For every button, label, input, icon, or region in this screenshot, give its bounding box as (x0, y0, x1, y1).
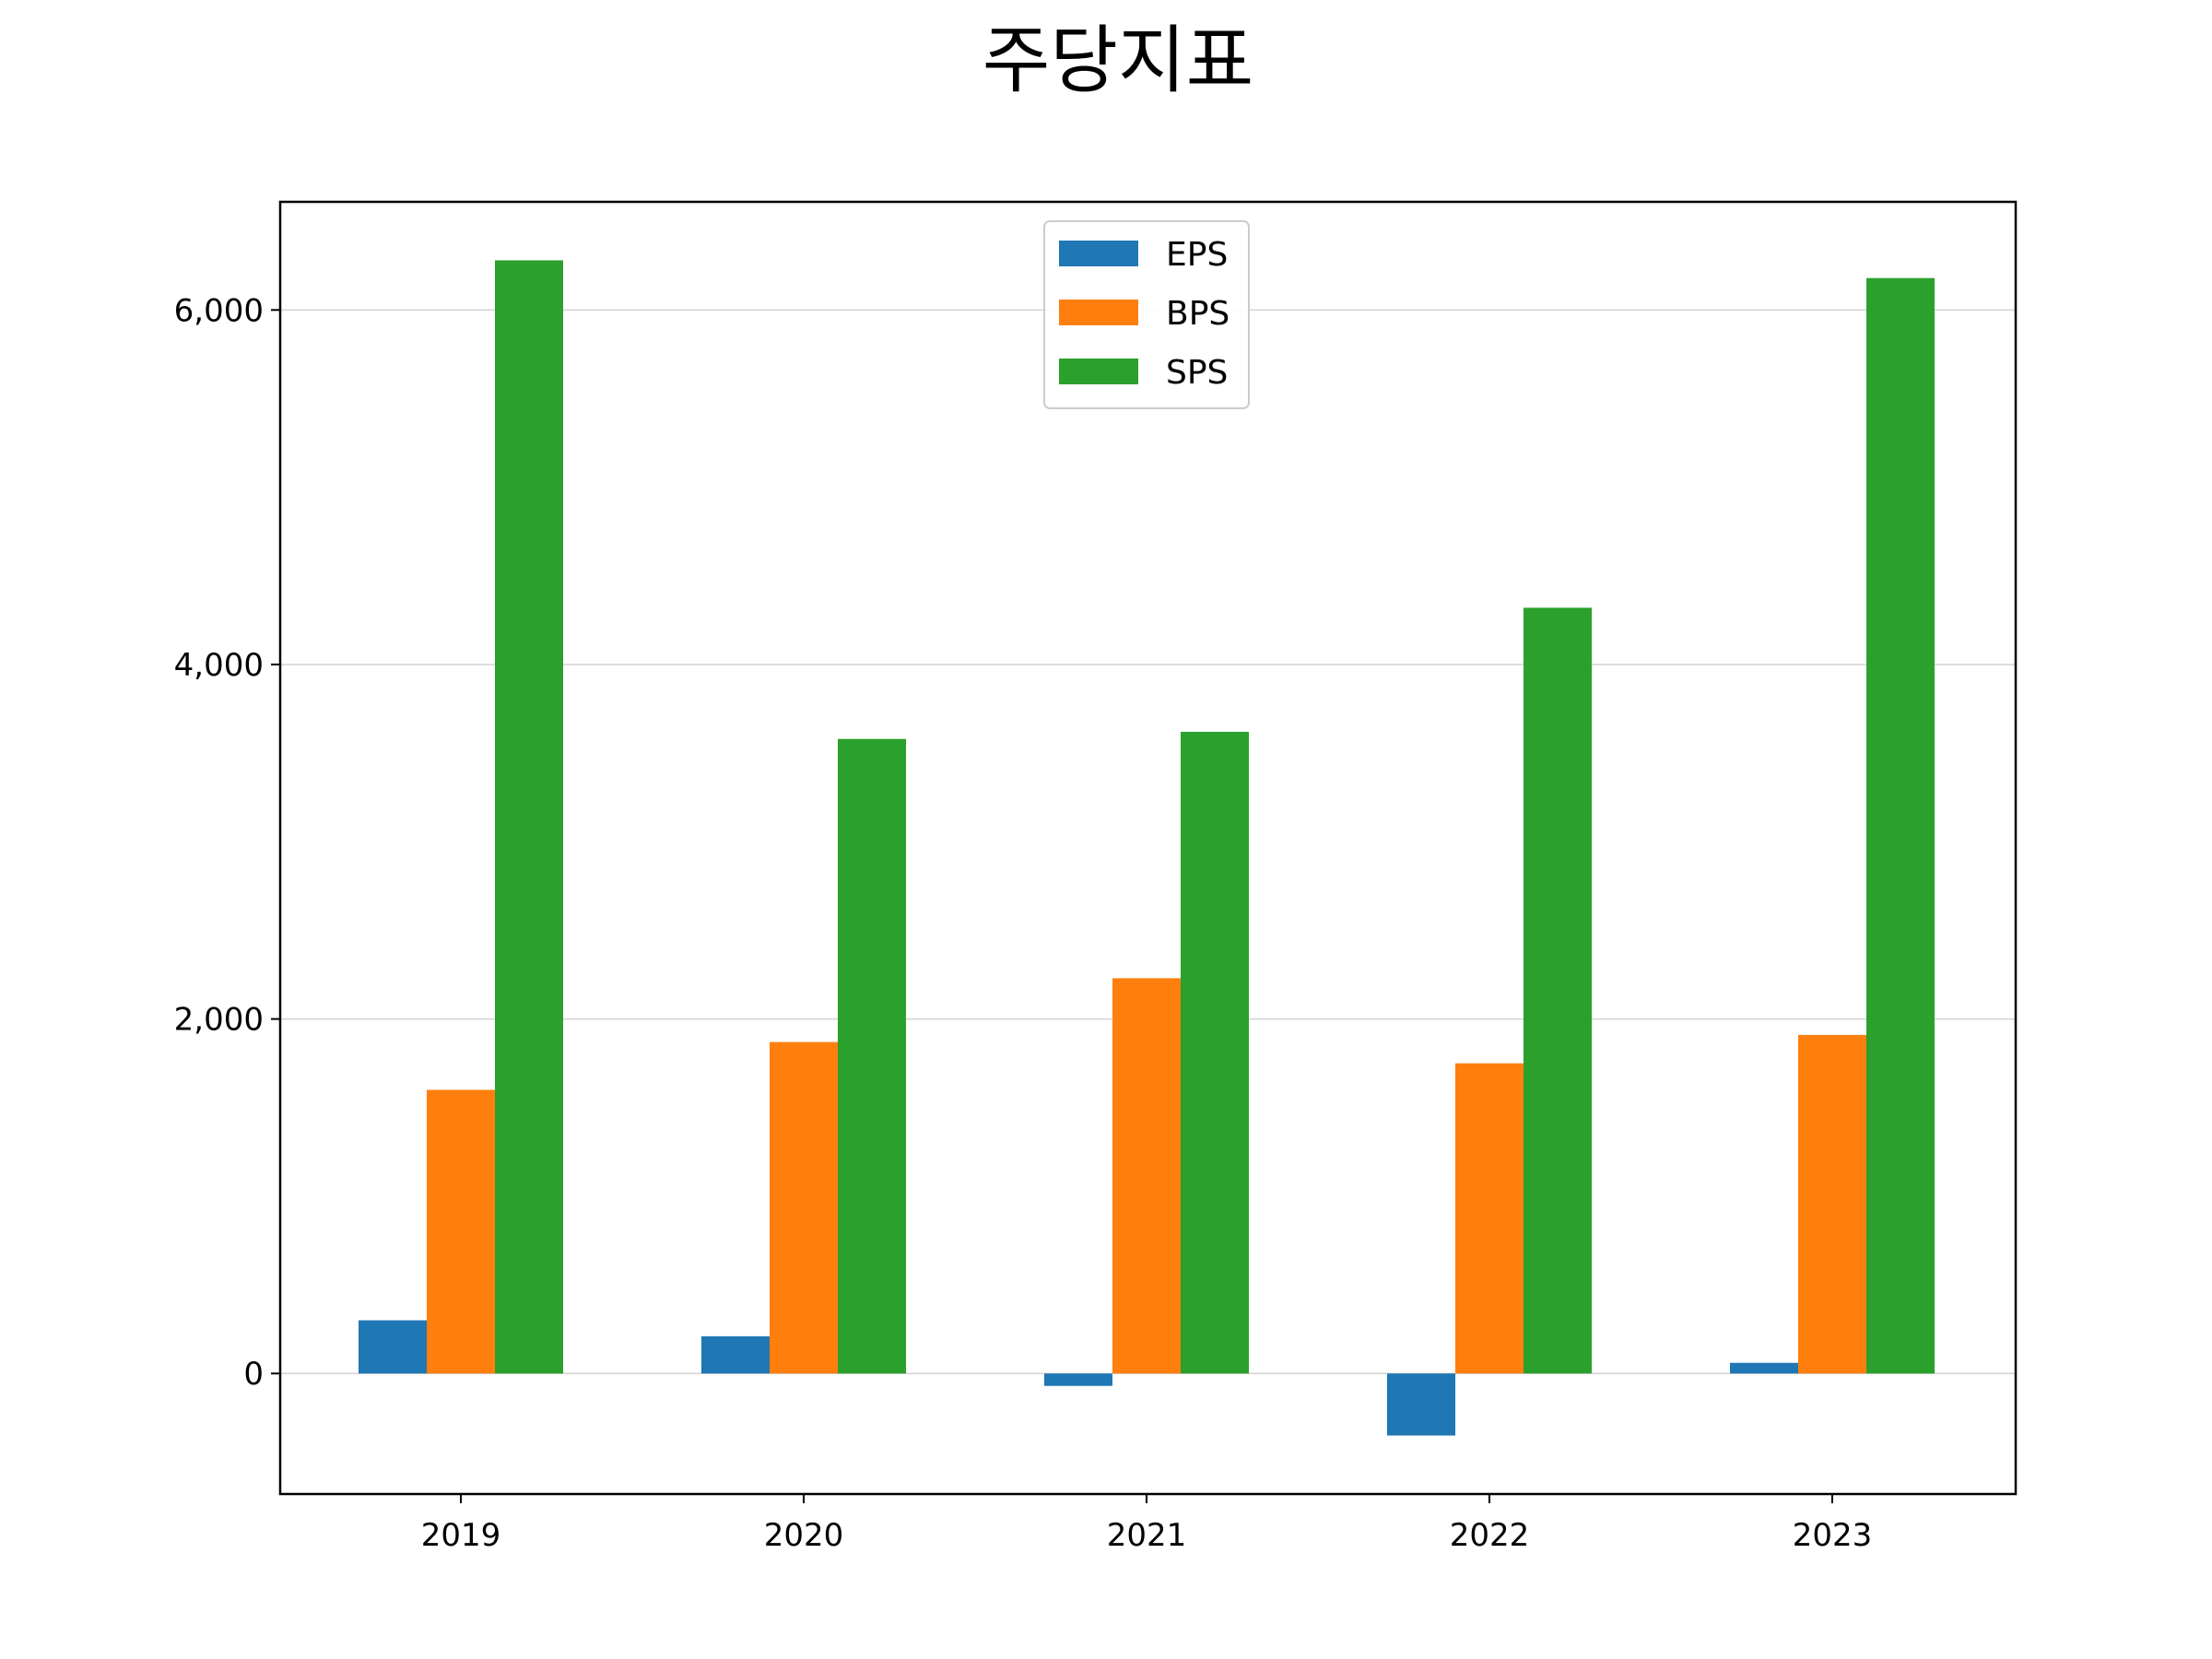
bar-eps-2019 (359, 1320, 427, 1374)
bar-bps-2020 (770, 1041, 838, 1374)
bar-bps-2023 (1798, 1034, 1866, 1374)
bar-sps-2022 (1524, 607, 1592, 1374)
x-axis-ticks: 2019 2020 2021 2022 2023 (421, 1494, 1873, 1554)
y-tick-label: 0 (243, 1356, 264, 1393)
bar-bps-2021 (1112, 978, 1181, 1374)
bar-eps-2023 (1730, 1362, 1798, 1374)
plot-frame (278, 200, 2018, 1496)
x-tick-label: 2023 (1793, 1517, 1873, 1554)
bar-eps-2021 (1044, 1373, 1112, 1386)
bar-eps-2022 (1387, 1373, 1455, 1436)
bar-bps-2019 (427, 1089, 495, 1374)
bars (359, 260, 1935, 1436)
legend: EPS BPS SPS (1043, 220, 1250, 409)
legend-label-eps: EPS (1166, 236, 1228, 274)
x-tick-label: 2021 (1107, 1517, 1187, 1554)
x-tick-label: 2022 (1450, 1517, 1530, 1554)
y-axis-ticks: 0 2,000 4,000 6,000 (174, 292, 280, 1393)
bar-eps-2020 (701, 1335, 770, 1374)
x-tick-label: 2019 (421, 1517, 501, 1554)
bar-sps-2019 (495, 260, 563, 1374)
bar-bps-2022 (1455, 1063, 1524, 1374)
bar-sps-2021 (1181, 732, 1249, 1374)
legend-swatch-bps (1059, 300, 1138, 325)
chart-title: 주당지표 (982, 18, 1253, 103)
legend-swatch-sps (1059, 359, 1138, 384)
y-tick-label: 6,000 (174, 292, 264, 329)
bar-sps-2023 (1866, 277, 1935, 1374)
bar-sps-2020 (838, 738, 906, 1374)
y-tick-label: 4,000 (174, 647, 264, 684)
x-tick-label: 2020 (764, 1517, 844, 1554)
legend-label-sps: SPS (1166, 354, 1228, 392)
legend-label-bps: BPS (1166, 295, 1230, 333)
legend-swatch-eps (1059, 241, 1138, 266)
y-tick-label: 2,000 (174, 1002, 264, 1039)
